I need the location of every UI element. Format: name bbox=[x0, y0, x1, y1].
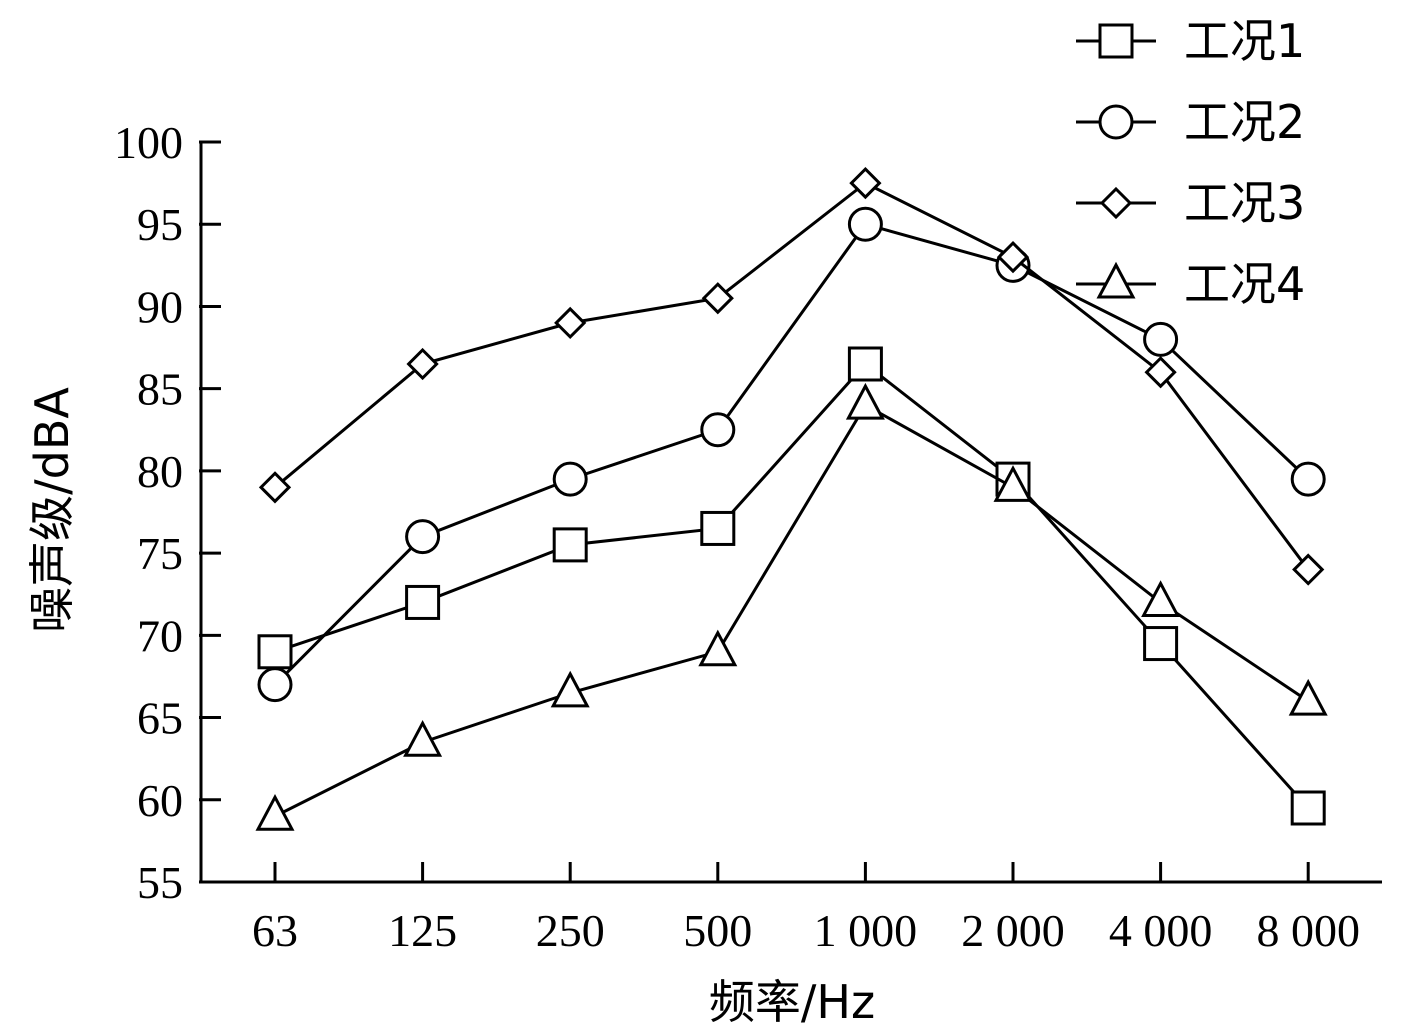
data-point bbox=[552, 461, 588, 497]
legend-entry-3: 工况3 bbox=[1076, 176, 1305, 230]
y-tick-label: 65 bbox=[137, 693, 183, 744]
data-point bbox=[1143, 626, 1179, 662]
data-point bbox=[845, 382, 885, 420]
data-point bbox=[552, 527, 588, 563]
x-axis-ticks: 63 125 250 500 1 000 2 000 4 000 8 000 bbox=[252, 862, 1360, 956]
x-tick-label: 125 bbox=[388, 905, 457, 956]
legend-label: 工况4 bbox=[1184, 257, 1305, 311]
y-axis-ticks: 55 60 65 70 75 80 85 90 95 100 bbox=[114, 117, 221, 908]
data-point bbox=[405, 519, 441, 555]
data-point bbox=[1292, 553, 1325, 586]
data-point bbox=[1143, 321, 1179, 357]
y-tick-label: 80 bbox=[137, 446, 183, 497]
data-point bbox=[701, 282, 734, 315]
data-point bbox=[993, 465, 1033, 502]
legend-marker bbox=[1099, 186, 1133, 220]
data-point bbox=[1288, 678, 1328, 716]
series-3 bbox=[258, 166, 1325, 586]
series-line bbox=[274, 361, 1310, 810]
data-point bbox=[1141, 580, 1181, 617]
legend-marker bbox=[1096, 261, 1136, 299]
legend-entry-1: 工况1 bbox=[1076, 14, 1305, 68]
legend-label: 工况2 bbox=[1184, 95, 1305, 149]
data-point bbox=[1144, 356, 1177, 389]
data-point bbox=[849, 166, 882, 200]
series-line bbox=[274, 181, 1310, 571]
data-point bbox=[996, 240, 1030, 274]
x-tick-label: 8 000 bbox=[1256, 905, 1360, 956]
y-tick-label: 90 bbox=[137, 281, 183, 332]
y-tick-label: 85 bbox=[137, 364, 183, 415]
legend-marker bbox=[1098, 23, 1134, 59]
x-tick-label: 500 bbox=[683, 905, 752, 956]
series-line bbox=[273, 222, 1310, 686]
y-tick-label: 95 bbox=[137, 199, 183, 250]
legend-label: 工况1 bbox=[1184, 14, 1305, 68]
data-point bbox=[847, 206, 883, 242]
legend: 工况1 工况2 工况3 工况4 bbox=[1076, 14, 1305, 311]
x-axis-title: 频率/Hz bbox=[709, 975, 875, 1029]
axes bbox=[199, 142, 1382, 884]
data-point bbox=[403, 720, 443, 757]
y-tick-label: 60 bbox=[137, 775, 183, 826]
data-point bbox=[405, 584, 441, 620]
x-tick-label: 250 bbox=[536, 905, 605, 956]
series-line bbox=[274, 403, 1310, 818]
x-tick-label: 2 000 bbox=[961, 905, 1065, 956]
legend-entry-2: 工况2 bbox=[1076, 95, 1305, 149]
series-1 bbox=[257, 346, 1326, 826]
data-point bbox=[1290, 790, 1326, 826]
y-axis-title: 噪声级/dBA bbox=[25, 387, 79, 633]
legend-entry-4: 工况4 bbox=[1076, 257, 1305, 311]
data-point bbox=[257, 667, 293, 703]
data-point bbox=[700, 412, 736, 448]
series-layer bbox=[255, 166, 1328, 831]
data-point bbox=[257, 634, 293, 670]
data-point bbox=[258, 471, 292, 504]
x-tick-label: 1 000 bbox=[814, 905, 918, 956]
data-point bbox=[698, 629, 738, 667]
data-point bbox=[550, 670, 590, 708]
y-tick-label: 70 bbox=[137, 610, 183, 661]
data-point bbox=[255, 794, 295, 831]
y-tick-label: 75 bbox=[137, 528, 183, 579]
data-point bbox=[554, 306, 587, 340]
series-4 bbox=[255, 382, 1328, 831]
legend-marker bbox=[1098, 104, 1134, 140]
y-tick-label: 55 bbox=[137, 857, 183, 908]
data-point bbox=[1290, 461, 1326, 497]
data-point bbox=[847, 346, 883, 382]
data-point bbox=[406, 347, 439, 381]
x-tick-label: 63 bbox=[252, 905, 298, 956]
legend-label: 工况3 bbox=[1184, 176, 1305, 230]
y-tick-label: 100 bbox=[114, 117, 183, 168]
data-point bbox=[700, 510, 736, 546]
x-tick-label: 4 000 bbox=[1109, 905, 1213, 956]
